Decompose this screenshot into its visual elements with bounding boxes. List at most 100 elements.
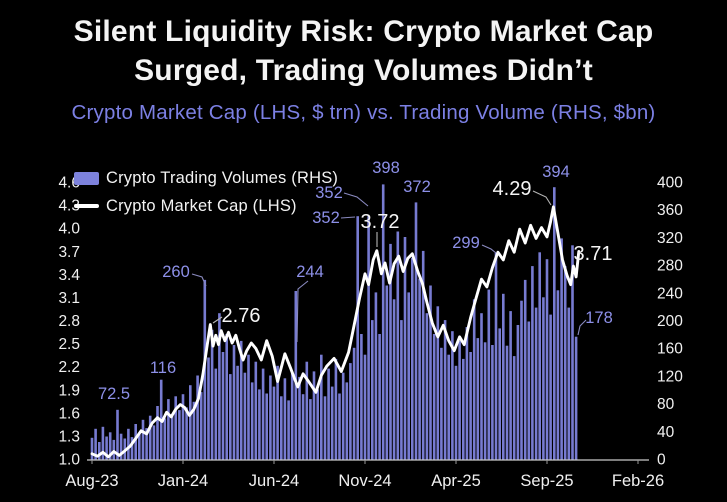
- volume-bar: [538, 252, 541, 461]
- volume-bar: [574, 336, 578, 460]
- volume-bar: [232, 345, 236, 460]
- volume-bar: [374, 292, 378, 460]
- volume-bar: [192, 401, 196, 460]
- volume-bar: [269, 375, 272, 460]
- right-axis-tick-label: 400: [657, 175, 683, 192]
- x-axis-tick-label: Sep-25: [520, 472, 573, 490]
- right-axis-tick-label: 80: [657, 396, 675, 413]
- volume-bar: [483, 342, 487, 460]
- legend-item-volumes: Crypto Trading Volumes (RHS): [74, 164, 338, 192]
- volume-bar: [90, 437, 94, 460]
- volume-bar: [258, 389, 261, 460]
- volume-bar: [498, 328, 501, 460]
- volume-bar: [494, 252, 498, 460]
- volume-bar: [527, 321, 531, 460]
- volume-bar: [108, 432, 112, 460]
- annotation-leader: [343, 192, 369, 207]
- volume-bar: [294, 291, 298, 460]
- volume-bar: [451, 331, 454, 460]
- right-axis-tick-label: 240: [657, 285, 683, 302]
- legend-volumes-label: Crypto Trading Volumes (RHS): [106, 168, 339, 187]
- volume-bar: [487, 289, 491, 460]
- volume-bar: [305, 361, 309, 460]
- volume-bar: [371, 320, 374, 460]
- volume-bar: [534, 307, 538, 460]
- volume-bar: [480, 313, 483, 460]
- marketcap-swatch-icon: [74, 204, 99, 208]
- volume-bar: [512, 356, 516, 460]
- right-axis-tick-label: 320: [657, 230, 683, 247]
- volume-bar: [218, 313, 221, 460]
- volume-bar: [349, 363, 352, 460]
- volume-bar: [272, 386, 276, 460]
- volume-bar: [181, 394, 185, 460]
- annotation-372: 372: [403, 178, 431, 196]
- volume-bar: [229, 374, 232, 460]
- volume-bar: [403, 237, 407, 460]
- volume-bar: [567, 307, 571, 460]
- annotation-116: 116: [150, 359, 176, 377]
- volume-bar: [178, 410, 181, 460]
- annotation-leader: [532, 190, 552, 206]
- volume-bar: [276, 365, 279, 460]
- volume-bar: [254, 361, 258, 460]
- volume-bar: [421, 250, 425, 460]
- volume-bar: [199, 392, 203, 460]
- volume-bar: [432, 334, 436, 460]
- right-axis-tick-label: 0: [657, 452, 666, 469]
- volume-bar: [327, 368, 330, 460]
- volume-bar: [170, 414, 174, 460]
- annotation-leader: [191, 273, 207, 287]
- volume-bar: [396, 231, 400, 460]
- volume-bar: [440, 347, 443, 460]
- left-axis-tick-label: 3.1: [58, 290, 80, 307]
- volume-bar: [378, 334, 381, 460]
- volume-bar: [185, 407, 188, 460]
- x-axis-labels: Aug-23 Jan-24 Jun-24 Nov-24 Apr-25 Sep-25 Feb-…: [65, 472, 664, 490]
- volume-bar: [312, 371, 316, 460]
- left-axis-tick-label: 3.4: [58, 267, 80, 284]
- volume-bar: [509, 311, 512, 460]
- volume-bar: [472, 299, 476, 460]
- volume-bar: [367, 216, 370, 460]
- volume-bar: [134, 424, 137, 460]
- volume-bar: [196, 375, 199, 460]
- volume-bar: [411, 257, 414, 460]
- volume-bar: [563, 266, 567, 460]
- volume-bar: [101, 426, 105, 460]
- volume-bar: [360, 334, 363, 460]
- volume-bars: [90, 184, 578, 461]
- volume-bar: [309, 399, 312, 460]
- right-axis-tick-label: 40: [657, 424, 675, 441]
- volume-bar: [261, 368, 265, 460]
- volume-bar: [207, 357, 210, 460]
- volume-bar: [381, 184, 385, 460]
- volume-bar: [283, 378, 287, 460]
- volume-bar: [214, 368, 218, 460]
- x-axis-tick-label: Nov-24: [338, 472, 391, 490]
- annotation-394: 394: [542, 163, 570, 181]
- volume-bar: [392, 299, 396, 460]
- right-axis-tick-label: 120: [657, 368, 683, 385]
- annotation-260: 260: [162, 263, 190, 281]
- legend: Crypto Trading Volumes (RHS) Crypto Mark…: [74, 164, 338, 220]
- volume-bar: [447, 354, 450, 460]
- volume-bar: [545, 259, 549, 460]
- annotation-299: 299: [452, 234, 480, 252]
- annotation-3.72: 3.72: [361, 211, 400, 233]
- volume-bar: [221, 352, 225, 460]
- volume-bar: [556, 290, 560, 460]
- volume-bar: [119, 433, 123, 460]
- left-axis-tick-label: 1.9: [58, 382, 80, 399]
- volume-bar: [290, 372, 294, 460]
- volume-bar: [138, 433, 141, 460]
- volume-bar: [98, 442, 101, 460]
- volume-bar: [400, 320, 403, 460]
- volume-bar: [163, 418, 167, 460]
- volume-bar: [491, 345, 494, 460]
- annotation-leader: [577, 319, 587, 336]
- volume-bar: [130, 437, 134, 460]
